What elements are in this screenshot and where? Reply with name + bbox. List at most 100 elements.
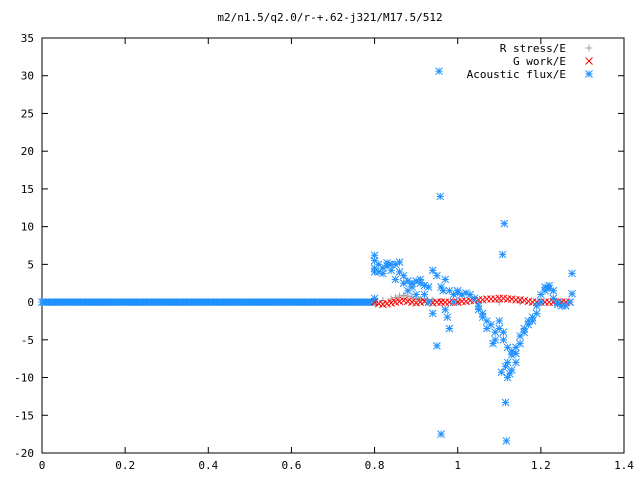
data-point: [379, 297, 387, 305]
data-point: [568, 289, 576, 298]
data-point: [528, 317, 537, 325]
data-point: [439, 286, 448, 295]
x-tick-label: 0: [39, 459, 46, 472]
data-point: [502, 437, 511, 445]
data-point: [387, 295, 395, 303]
y-tick-label: 20: [21, 145, 34, 158]
y-tick-label: -10: [14, 372, 34, 385]
legend-label: G work/E: [513, 55, 566, 68]
data-point: [424, 298, 433, 306]
data-point: [420, 290, 429, 299]
data-point: [499, 328, 508, 337]
y-tick-label: -15: [14, 409, 34, 422]
data-point: [433, 271, 441, 280]
y-tick-label: -5: [21, 334, 34, 347]
acoustic-zero-band: [38, 298, 379, 306]
data-point: [441, 275, 450, 284]
y-tick-label: 35: [21, 32, 34, 45]
data-point: [478, 313, 487, 322]
data-point: [437, 430, 445, 438]
legend-label: Acoustic flux/E: [467, 68, 566, 81]
data-point: [495, 317, 504, 325]
chart-title: m2/n1.5/q2.0/r-+.62-j321/M17.5/512: [217, 11, 442, 24]
x-tick-label: 1: [454, 459, 461, 472]
data-point: [516, 339, 524, 348]
x-tick-label: 1.2: [531, 459, 551, 472]
data-point: [507, 366, 516, 374]
data-point: [395, 258, 404, 266]
legend-marker: [585, 70, 593, 78]
data-point: [433, 342, 441, 350]
y-tick-label: 0: [27, 296, 34, 309]
legend-label: R stress/E: [500, 42, 566, 55]
x-tick-label: 0.8: [365, 459, 385, 472]
data-point: [532, 309, 541, 318]
data-point: [445, 324, 454, 333]
data-point: [500, 219, 509, 228]
data-point: [482, 324, 491, 333]
data-point: [436, 192, 445, 201]
data-point: [512, 349, 520, 358]
data-point: [495, 298, 503, 306]
x-tick-label: 1.4: [614, 459, 634, 472]
data-point: [512, 358, 520, 367]
data-point: [474, 302, 483, 310]
y-tick-label: 30: [21, 70, 34, 83]
y-tick-label: 10: [21, 221, 34, 234]
data-point: [501, 398, 510, 407]
data-point: [549, 286, 558, 295]
data-point: [532, 302, 541, 310]
data-point: [396, 292, 404, 300]
data-point: [474, 305, 483, 314]
data-point: [566, 298, 574, 306]
data-point: [489, 339, 497, 348]
data-point: [501, 362, 510, 371]
data-point: [420, 281, 429, 290]
data-point: [383, 262, 391, 270]
data-point: [374, 260, 383, 269]
plot-frame: [41, 37, 625, 454]
data-point: [499, 335, 508, 344]
data-point: [370, 298, 379, 306]
data-point: [374, 268, 383, 276]
y-tick-label: 5: [27, 258, 34, 271]
data-point: [497, 368, 506, 377]
data-point: [412, 290, 420, 299]
x-tick-label: 0.4: [198, 459, 218, 472]
x-tick-label: 0.2: [115, 459, 135, 472]
x-tick-label: 0.6: [281, 459, 301, 472]
data-point: [379, 269, 387, 278]
axis-ticks: 0 0.2 0.4 0.6 0.8 1 1.2 1.4 35 30 25 20 15 10 5 0 -5 -10 -…: [14, 32, 634, 472]
data-point: [400, 291, 408, 299]
series-2: [370, 67, 576, 445]
data-point: [437, 297, 445, 305]
y-tick-label: 25: [21, 107, 34, 120]
data-point: [453, 286, 462, 295]
data-point: [428, 309, 437, 318]
data-point: [391, 275, 400, 284]
data-point: [568, 269, 576, 278]
data-point: [399, 271, 408, 280]
data-point: [416, 275, 425, 284]
data-point: [441, 305, 450, 314]
data-point: [370, 294, 379, 303]
data-point: [498, 250, 507, 259]
legend-marker: [585, 44, 593, 52]
legend-marker: [585, 57, 593, 65]
data-point: [445, 286, 454, 295]
data-point: [424, 283, 433, 291]
data-point: [391, 294, 399, 302]
data-point: [449, 298, 458, 306]
data-point: [428, 266, 437, 275]
y-tick-label: -20: [14, 447, 34, 460]
y-tick-label: 15: [21, 183, 34, 196]
data-point: [537, 298, 545, 306]
series-layer: [38, 67, 576, 445]
data-point: [435, 67, 443, 76]
data-point: [443, 313, 452, 322]
data-point: [387, 266, 396, 275]
data-point: [470, 294, 479, 303]
